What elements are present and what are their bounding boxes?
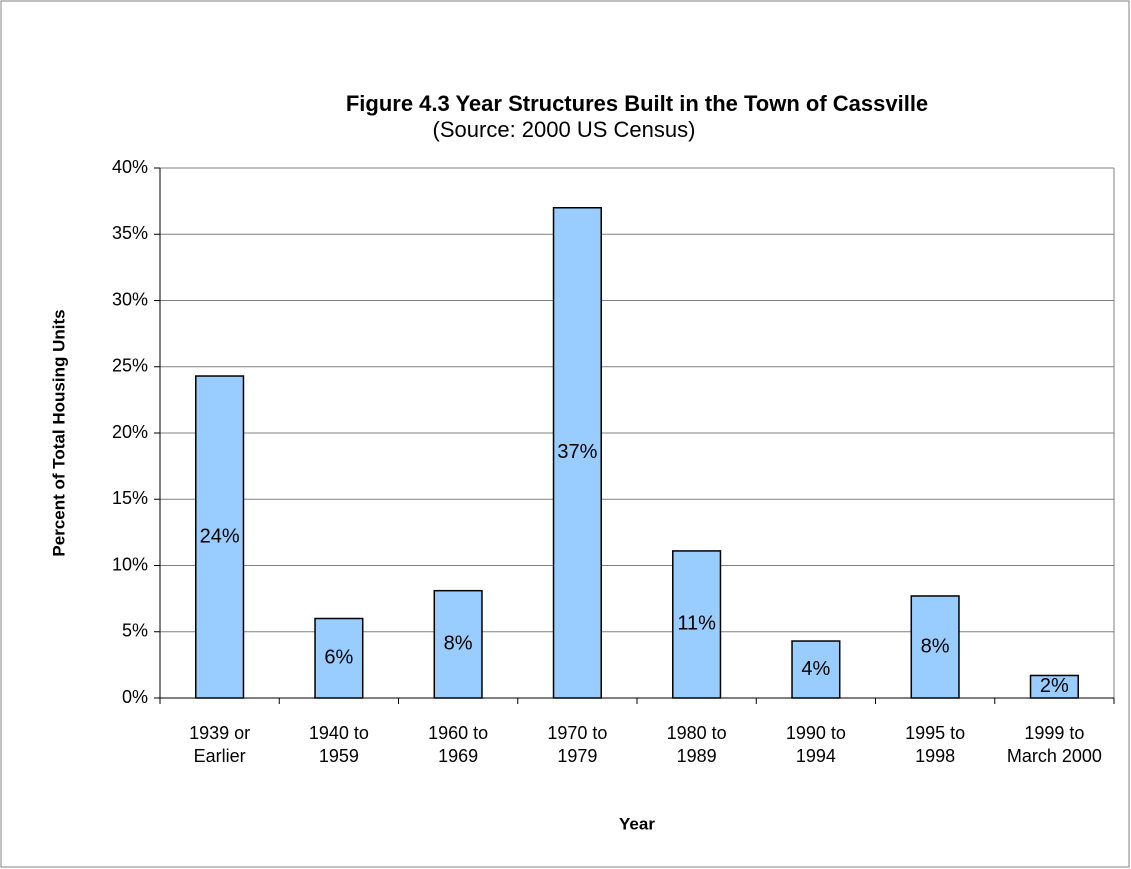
y-tick-label: 40% <box>112 157 148 177</box>
y-tick-label: 5% <box>122 621 148 641</box>
bar <box>433 589 483 699</box>
y-tick-label: 15% <box>112 488 148 508</box>
y-axis-label: Percent of Total Housing Units <box>49 309 68 556</box>
value-label: 24% <box>200 525 240 547</box>
y-tick-label: 20% <box>112 422 148 442</box>
chart-title: Figure 4.3 Year Structures Built in the … <box>346 91 928 116</box>
y-tick-label: 10% <box>112 554 148 574</box>
x-tick-label: 1939 or Earlier <box>189 723 250 766</box>
y-tick-label: 25% <box>112 356 148 376</box>
bar <box>195 375 245 699</box>
x-axis-label: Year <box>619 814 655 833</box>
bar <box>552 207 602 699</box>
x-tick-label: 1990 to 1994 <box>786 723 846 766</box>
y-tick-label: 0% <box>122 687 148 707</box>
x-tick-label: 1995 to 1998 <box>905 723 965 766</box>
y-tick-label: 30% <box>112 289 148 309</box>
value-label: 2% <box>1040 675 1069 697</box>
bar <box>791 640 841 699</box>
value-label: 37% <box>557 441 597 463</box>
y-tick-label: 35% <box>112 223 148 243</box>
value-label: 6% <box>324 647 353 669</box>
x-tick-label: 1940 to 1959 <box>309 723 369 766</box>
value-label: 8% <box>444 633 473 655</box>
bar <box>314 617 364 699</box>
bar <box>910 595 960 699</box>
value-label: 4% <box>801 658 830 680</box>
bar <box>672 550 722 699</box>
x-tick-label: 1970 to 1979 <box>547 723 607 766</box>
x-tick-label: 1960 to 1969 <box>428 723 488 766</box>
value-label: 11% <box>677 613 716 635</box>
x-tick-label: 1999 to March 2000 <box>1007 723 1102 766</box>
x-tick-label: 1980 to 1989 <box>667 723 727 766</box>
value-label: 8% <box>921 635 950 657</box>
chart-subtitle: (Source: 2000 US Census) <box>433 117 696 142</box>
